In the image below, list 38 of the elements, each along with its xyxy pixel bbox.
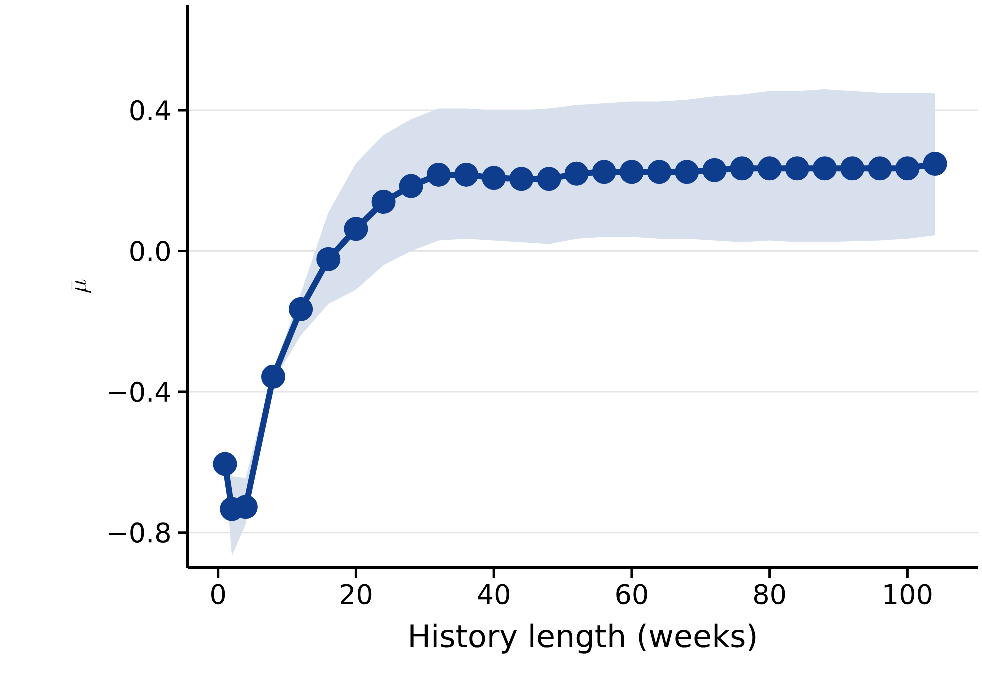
point xyxy=(316,247,341,272)
x-tick-label: 80 xyxy=(754,584,786,605)
point xyxy=(537,167,562,192)
point xyxy=(592,160,616,184)
y-tick-label: 0.4 xyxy=(130,100,170,121)
y-tick-label: 0.0 xyxy=(130,241,170,262)
point xyxy=(426,162,451,187)
point xyxy=(289,297,314,322)
point xyxy=(564,162,589,186)
point xyxy=(344,217,368,242)
y-tick-label: −0.4 xyxy=(109,382,170,402)
x-tick-label: 0 xyxy=(212,584,226,605)
point xyxy=(675,160,700,184)
y-axis-title: $\bar{\mu}$ xyxy=(72,280,92,294)
point xyxy=(730,156,754,181)
point xyxy=(785,156,810,181)
point xyxy=(648,160,672,184)
point xyxy=(923,152,948,176)
x-axis-title: History length (weeks) xyxy=(410,624,756,654)
point xyxy=(213,452,238,476)
point xyxy=(896,156,920,181)
point xyxy=(399,174,424,198)
point xyxy=(454,162,479,187)
point xyxy=(482,166,506,190)
x-tick-label: 60 xyxy=(616,584,648,605)
point xyxy=(868,156,892,181)
y-tick-label: −0.8 xyxy=(109,522,170,544)
point xyxy=(372,190,396,214)
point xyxy=(840,156,865,181)
point xyxy=(758,156,782,181)
point xyxy=(702,158,727,182)
point xyxy=(812,156,837,181)
point xyxy=(261,364,286,389)
x-tick-label: 20 xyxy=(341,584,372,605)
point xyxy=(620,160,644,184)
x-tick-label: 100 xyxy=(884,584,932,605)
point xyxy=(510,167,534,192)
x-tick-label: 40 xyxy=(478,584,510,605)
